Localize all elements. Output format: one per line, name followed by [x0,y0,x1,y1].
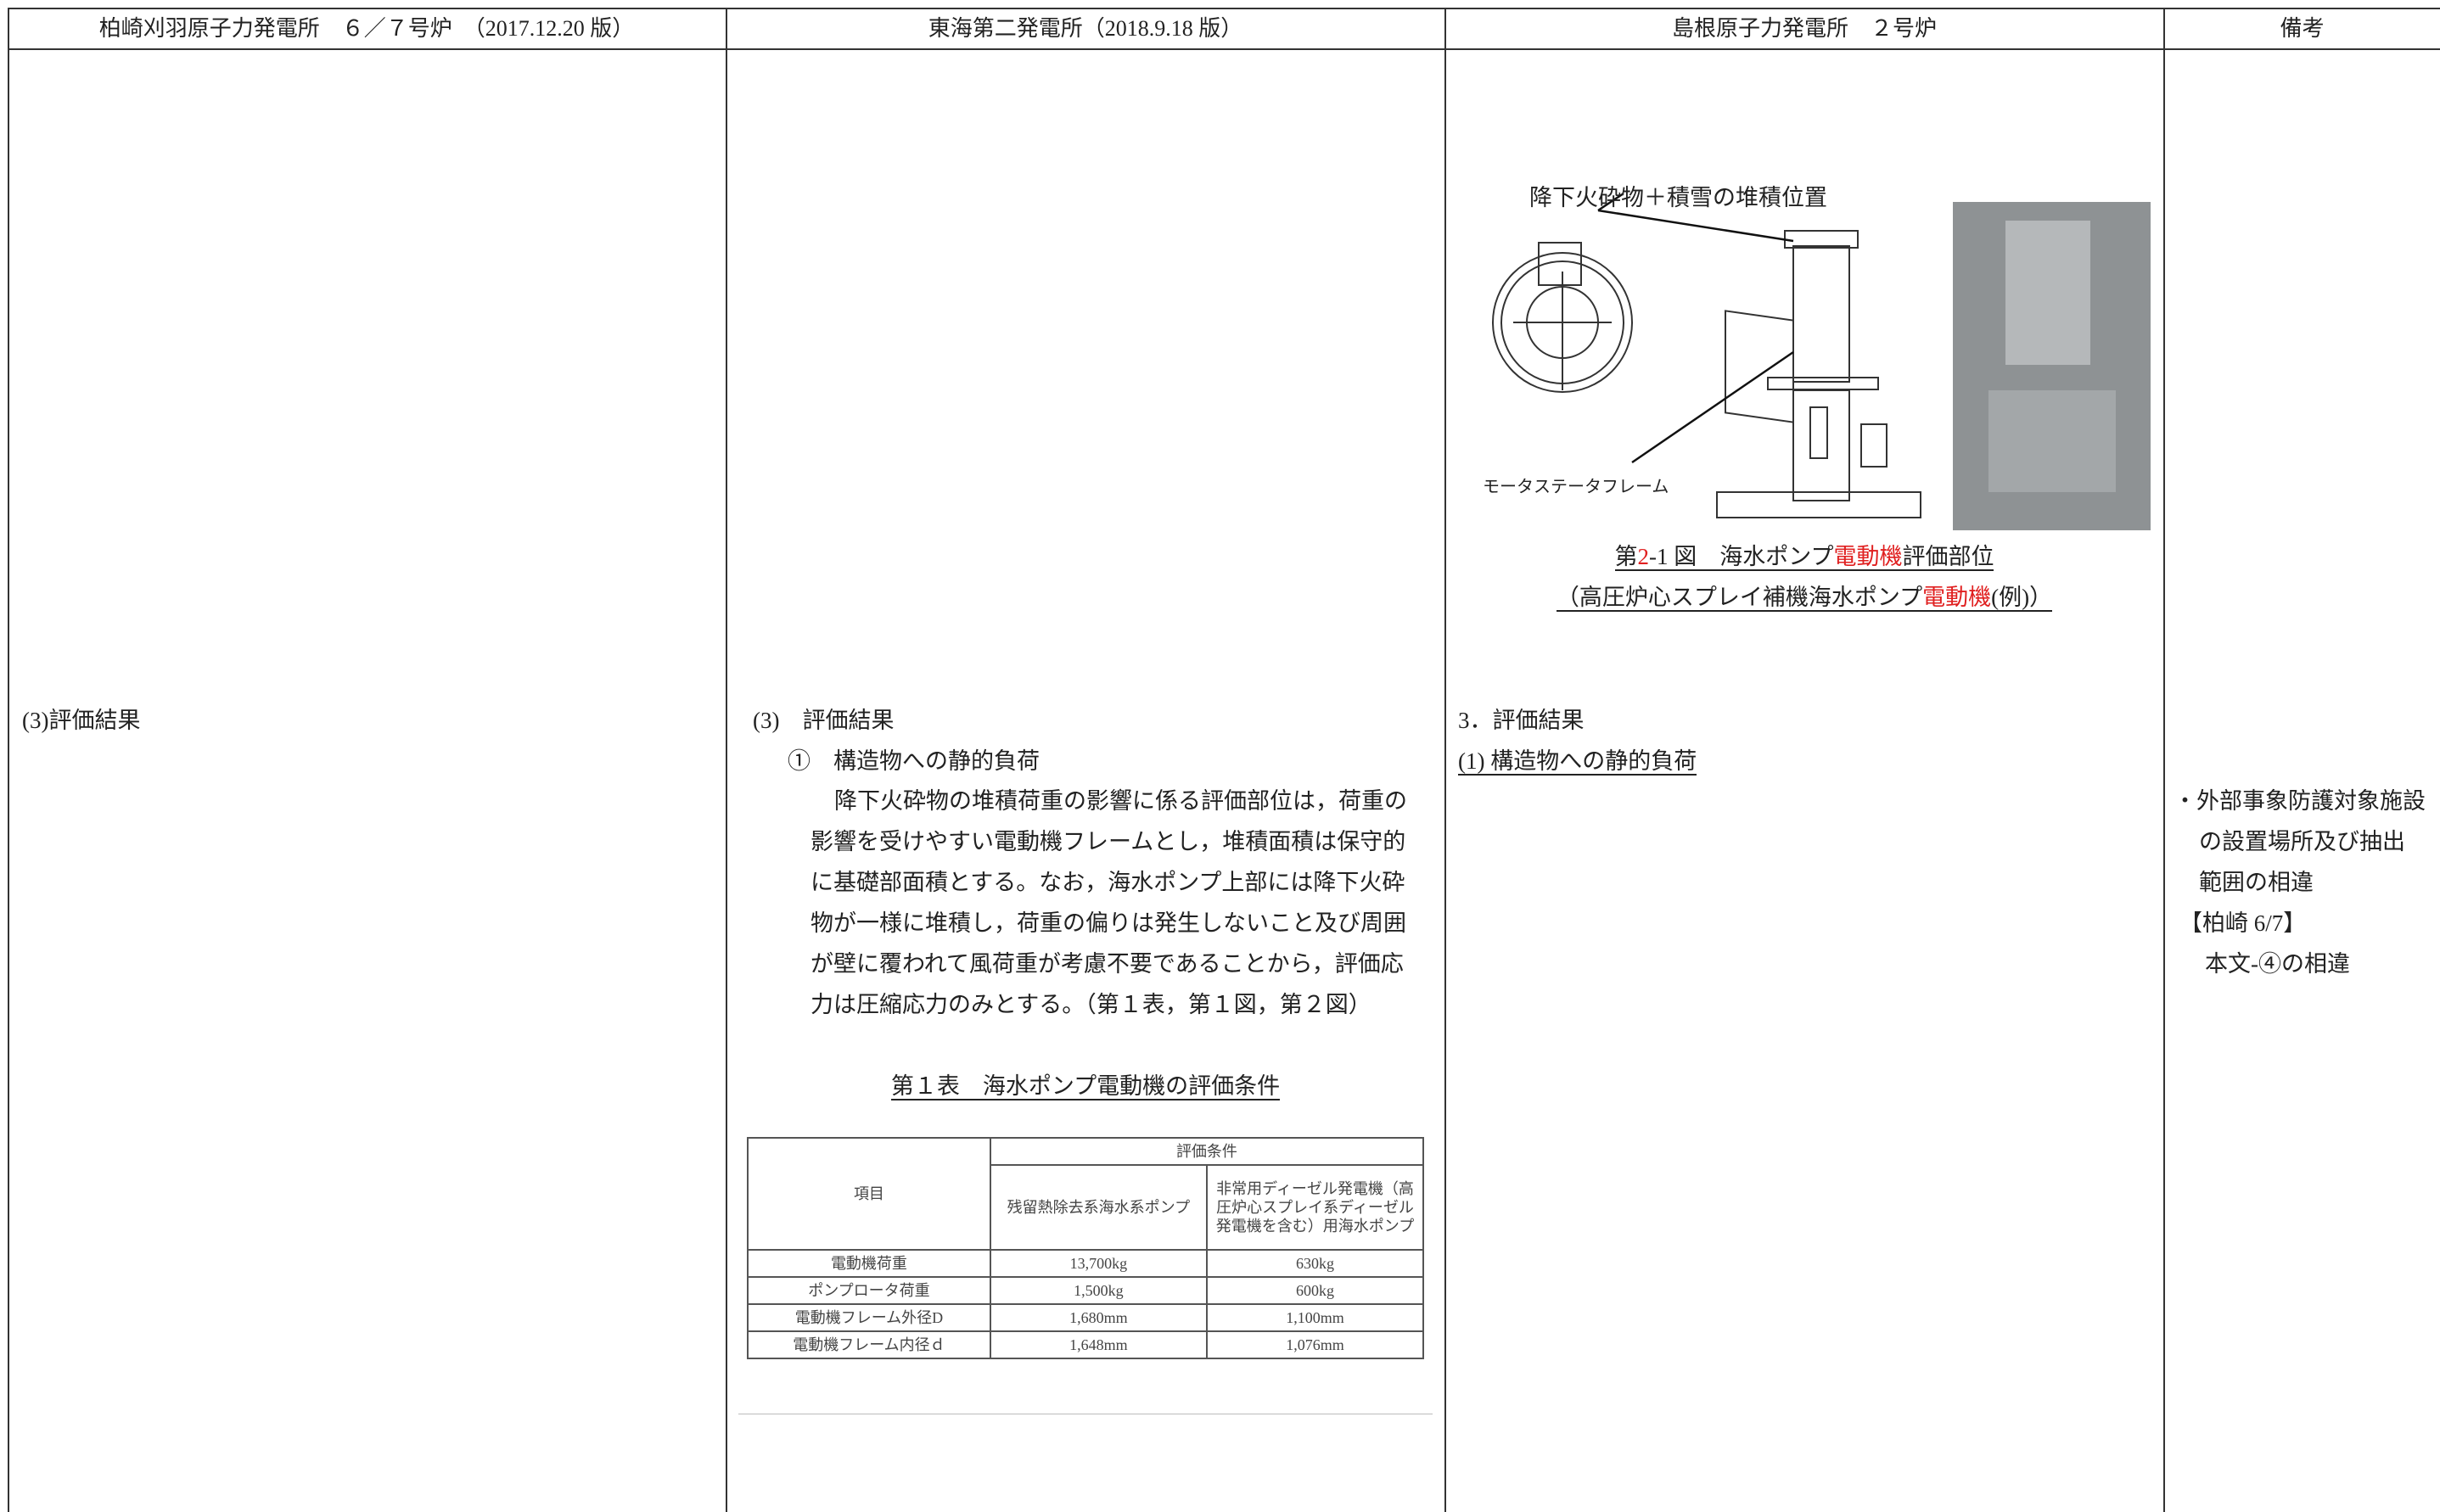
table-row: 電動機フレーム外径D 1,680mm 1,100mm [747,1303,1425,1332]
caption-segment: -1 図 海水ポンプ [1649,544,1834,569]
table-cell: 1,076mm [1205,1330,1425,1359]
subheading: ① 構造物への静的負荷 [788,748,1040,774]
rule [8,8,2440,9]
figure-label: モータステータフレーム [1483,478,1669,496]
paragraph-line: が壁に覆われて風荷重が考慮不要であることから，評価応 [811,951,1404,977]
rule [2163,8,2165,1512]
table-title: 第１表 海水ポンプ電動機の評価条件 [726,1071,1444,1101]
figure-label: 降下火砕物＋積雪の堆積位置 [1529,185,1827,210]
paragraph-line: に基礎部面積とする。なお，海水ポンプ上部には降下火砕 [811,870,1405,895]
heading: 3．評価結果 [1458,708,1585,733]
table: 項目 評価条件 残留熱除去系海水系ポンプ 非常用ディーゼル発電機（高圧炉心スプレイ系デ… [747,1137,1425,1359]
table-header: 項目 [747,1137,991,1251]
rule [8,8,9,1512]
column-header: 備考 [2280,16,2325,41]
table-title-text: 第１表 海水ポンプ電動機の評価条件 [890,1073,1281,1100]
table-cell: ポンプロータ荷重 [747,1276,991,1305]
caption-line: （高圧炉心スプレイ補機海水ポンプ電動機(例)） [1445,582,2163,613]
caption-text: （高圧炉心スプレイ補機海水ポンプ電動機(例)） [1556,585,2053,612]
caption-segment: 第 [1614,544,1638,569]
column-header: 東海第二発電所（2018.9.18 版） [928,16,1243,41]
subheading: (1) 構造物への静的負荷 [1458,748,1697,776]
table-row: 残留熱除去系海水系ポンプ 非常用ディーゼル発電機（高圧炉心スプレイ系ディーゼル発電… [748,1164,1425,1251]
table-cell: 600kg [1205,1276,1425,1305]
table-cell: 1,100mm [1205,1303,1425,1332]
table-row: 電動機フレーム内径ｄ 1,648mm 1,076mm [747,1330,1425,1359]
caption-line: 第2-1 図 海水ポンプ電動機評価部位 [1445,541,2163,572]
table-cell: 電動機フレーム内径ｄ [747,1330,991,1359]
table-cell: 電動機フレーム外径D [747,1303,991,1332]
table-row: 項目 評価条件 [747,1137,1425,1251]
rule [1444,8,1446,1512]
table-header: 評価条件 [989,1137,1425,1166]
table-row: 電動機荷重 13,700kg 630kg [747,1249,1425,1278]
table-cell: 1,680mm [989,1303,1208,1332]
paragraph-line: 降下火砕物の堆積荷重の影響に係る評価部位は，荷重の [834,788,1407,814]
table-cell: 電動機荷重 [747,1249,991,1278]
remark-line: 【柏崎 6/7】 [2179,910,2307,936]
heading: (3) 評価結果 [753,708,895,733]
table-cell: 630kg [1205,1249,1425,1278]
remark-line: 本文-④の相違 [2205,951,2350,977]
column-header: 島根原子力発電所 ２号炉 [1671,16,1937,41]
paragraph-line: 影響を受けやすい電動機フレームとし，堆積面積は保守的 [811,829,1406,854]
column-header: 柏崎刈羽原子力発電所 ６／７号炉 （2017.12.20 版） [98,16,635,41]
table-cell: 13,700kg [989,1249,1208,1278]
table-cell: 1,500kg [989,1276,1208,1305]
caption-segment: 電動機 [1922,585,1992,610]
table-header: 残留熱除去系海水系ポンプ [989,1164,1208,1251]
caption-segment: 電動機 [1833,544,1903,569]
table-row: ポンプロータ荷重 1,500kg 600kg [747,1276,1425,1305]
rule [726,8,727,1512]
rule [8,48,2440,50]
figure [1492,192,2151,530]
caption-segment: （高圧炉心スプレイ補機海水ポンプ [1556,585,1923,610]
table-header: 非常用ディーゼル発電機（高圧炉心スプレイ系ディーゼル発電機を含む）用海水ポンプ [1205,1164,1425,1251]
caption-segment: 2 [1637,544,1650,569]
remark-line: の設置場所及び抽出 [2199,829,2405,854]
remark-line: 範囲の相違 [2199,870,2314,895]
caption-segment: (例)） [1991,585,2053,610]
remark-line: ・外部事象防護対象施設 [2174,788,2426,814]
caption-text: 第2-1 図 海水ポンプ電動機評価部位 [1614,544,1994,571]
paragraph-line: 物が一様に堆積し，荷重の偏りは発生しないこと及び周囲 [811,910,1406,936]
heading: (3)評価結果 [22,708,141,733]
caption-segment: 評価部位 [1902,544,1994,569]
table-cell: 1,648mm [989,1330,1208,1359]
paragraph-line: 力は圧縮応力のみとする。（第１表，第１図，第２図） [811,992,1371,1017]
